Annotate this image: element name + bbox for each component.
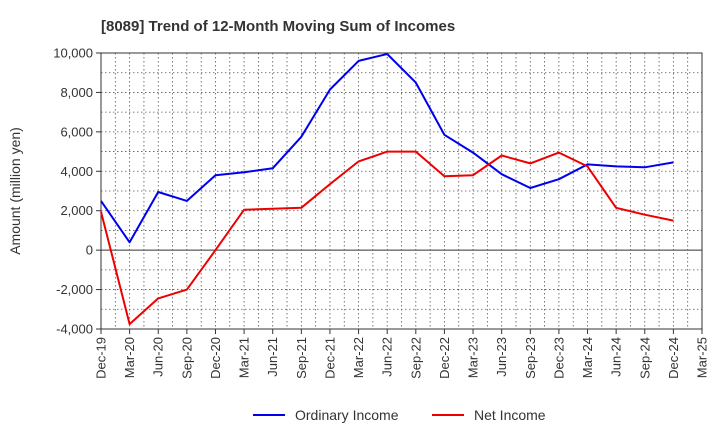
x-tick-label: Mar-24 — [580, 337, 595, 378]
x-tick-label: Dec-22 — [437, 337, 452, 379]
x-tick-label: Jun-24 — [609, 337, 624, 377]
legend-label-ordinary-income: Ordinary Income — [295, 407, 399, 423]
x-tick-label: Dec-19 — [94, 337, 109, 379]
y-tick-label: 4,000 — [60, 164, 93, 179]
axis-layer: -4,000 -2,000 0 2,000 4,000 6,000 8,000 10,000 D… — [53, 46, 709, 379]
series-layer — [100, 53, 674, 326]
y-tick-label: -4,000 — [56, 322, 93, 337]
x-tick-label: Mar-23 — [466, 337, 481, 378]
legend: Ordinary Income Net Income — [253, 407, 546, 423]
grid-layer — [101, 53, 702, 329]
y-tick-label: 8,000 — [60, 85, 93, 100]
x-tick-label: Dec-20 — [208, 337, 223, 379]
series-line-net-income — [100, 150, 674, 326]
x-tick-label: Sep-21 — [294, 337, 309, 379]
x-tick-label: Sep-22 — [408, 337, 423, 379]
x-tick-label: Dec-23 — [551, 337, 566, 379]
y-tick-label: 2,000 — [60, 203, 93, 218]
x-tick-label: Jun-22 — [380, 337, 395, 377]
y-tick-label: 10,000 — [53, 46, 93, 61]
x-tick-label: Sep-20 — [179, 337, 194, 379]
x-tick-label: Mar-20 — [122, 337, 137, 378]
x-tick-label: Sep-24 — [637, 337, 652, 379]
y-tick-label: -2,000 — [56, 282, 93, 297]
x-tick-label: Mar-22 — [351, 337, 366, 378]
x-tick-label: Sep-23 — [523, 337, 538, 379]
series-line-ordinary-income — [100, 53, 674, 244]
x-tick-label: Jun-20 — [151, 337, 166, 377]
y-tick-label: 6,000 — [60, 124, 93, 139]
y-tick-label: 0 — [86, 243, 93, 258]
x-tick-label: Dec-24 — [666, 337, 681, 379]
x-tick-label: Dec-21 — [322, 337, 337, 379]
x-tick-label: Jun-21 — [265, 337, 280, 377]
chart-title: [8089] Trend of 12-Month Moving Sum of I… — [101, 18, 455, 35]
x-tick-label: Mar-25 — [695, 337, 710, 378]
x-tick-label: Mar-21 — [237, 337, 252, 378]
y-axis-label: Amount (million yen) — [7, 127, 23, 255]
legend-label-net-income: Net Income — [474, 407, 546, 423]
x-tick-label: Jun-23 — [494, 337, 509, 377]
plot-frame — [100, 52, 703, 330]
